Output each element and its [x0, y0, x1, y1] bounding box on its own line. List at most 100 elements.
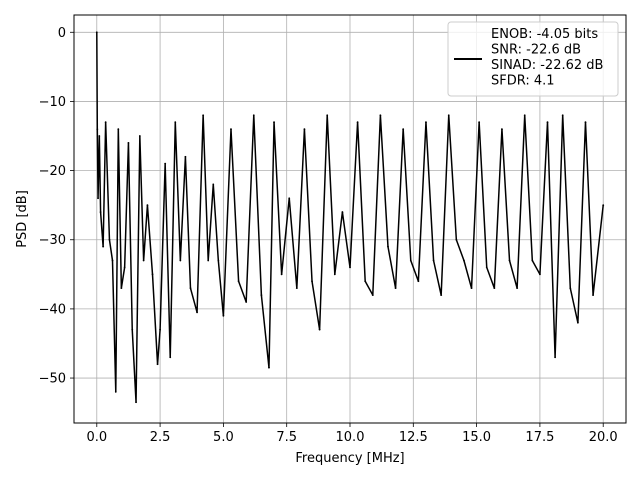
psd-data-point: [207, 259, 210, 262]
psd-data-point: [146, 204, 149, 207]
psd-data-point: [333, 273, 336, 276]
x-tick-label: 15.0: [462, 430, 491, 445]
psd-data-point: [455, 238, 458, 241]
psd-data-point: [470, 287, 473, 290]
psd-data-point: [576, 321, 579, 324]
psd-data-point: [97, 197, 99, 200]
x-tick-label: 5.0: [213, 430, 234, 445]
psd-data-point: [584, 121, 587, 124]
psd-data-point: [516, 287, 519, 290]
psd-data-point: [531, 259, 534, 262]
legend-sinad: SINAD: -22.62 dB: [491, 58, 603, 73]
legend-snr: SNR: -22.6 dB: [491, 43, 581, 58]
psd-data-point: [196, 311, 198, 314]
psd-data-point: [217, 259, 220, 262]
psd-data-point: [99, 211, 102, 213]
x-tick-label: 7.5: [276, 430, 297, 445]
psd-data-point: [169, 356, 172, 359]
psd-data-point: [164, 162, 167, 165]
psd-data-point: [561, 114, 564, 117]
psd-data-point: [417, 280, 420, 283]
psd-data-point: [179, 259, 182, 262]
psd-data-point: [102, 245, 105, 248]
psd-data-point: [95, 31, 98, 34]
psd-data-point: [96, 128, 99, 131]
psd-data-point: [260, 294, 263, 296]
psd-data-point: [387, 245, 389, 248]
psd-data-point: [485, 266, 488, 269]
psd-data-point: [523, 114, 526, 117]
y-tick-label: −30: [39, 233, 66, 248]
psd-data-point: [222, 314, 225, 317]
psd-data-point: [501, 128, 503, 131]
psd-data-point: [135, 401, 137, 404]
psd-data-point: [447, 114, 450, 117]
psd-data-point: [440, 294, 443, 296]
y-axis: 0 −10 −20 −30 −40 −50: [39, 26, 74, 387]
psd-data-point: [138, 135, 141, 137]
x-tick-label: 10.0: [336, 430, 365, 445]
x-axis-label: Frequency [MHz]: [295, 451, 404, 466]
psd-data-point: [280, 273, 283, 276]
psd-data-point: [554, 356, 556, 359]
x-tick-label: 17.5: [525, 430, 554, 445]
psd-data-point: [402, 128, 405, 131]
legend-sfdr: SFDR: 4.1: [491, 74, 555, 89]
x-axis: 0.0 2.5 5.0 7.5 10.0 12.5 15.0 17.5 20.0: [86, 423, 618, 445]
psd-data-point: [409, 259, 412, 262]
psd-data-point: [539, 273, 541, 276]
psd-data-point: [184, 155, 187, 158]
psd-data-point: [592, 294, 594, 296]
psd-data-point: [268, 366, 270, 369]
psd-data-point: [356, 121, 359, 124]
psd-data-point: [432, 259, 435, 262]
psd-data-point: [120, 287, 123, 290]
psd-data-point: [230, 128, 232, 131]
psd-data-point: [508, 259, 511, 262]
psd-data-point: [174, 121, 177, 124]
psd-data-point: [569, 287, 572, 290]
y-tick-label: −10: [39, 95, 66, 110]
psd-data-point: [212, 183, 215, 186]
psd-data-point: [114, 390, 117, 393]
plot-area: [95, 31, 605, 404]
psd-data-point: [394, 287, 397, 290]
psd-data-point: [108, 238, 111, 241]
y-tick-label: −40: [39, 302, 66, 317]
legend: ENOB: -4.05 bits SNR: -22.6 dB SINAD: -2…: [447, 21, 619, 97]
psd-data-point: [245, 301, 248, 303]
psd-data-point: [288, 197, 291, 200]
psd-data-point: [463, 259, 465, 262]
psd-data-point: [425, 121, 427, 124]
psd-data-point: [159, 328, 161, 331]
y-tick-label: −20: [39, 164, 66, 179]
psd-data-point: [117, 128, 120, 131]
x-tick-label: 20.0: [589, 430, 618, 445]
psd-data-point: [111, 259, 114, 262]
psd-data-point: [131, 328, 134, 331]
psd-data-point: [371, 294, 374, 296]
psd-data-point: [546, 121, 549, 124]
x-tick-label: 0.0: [86, 430, 107, 445]
psd-data-point: [273, 121, 275, 124]
y-tick-label: 0: [58, 26, 66, 41]
y-axis-label: PSD [dB]: [15, 190, 30, 248]
y-tick-label: −50: [39, 372, 66, 387]
psd-data-point: [142, 259, 145, 262]
x-tick-label: 12.5: [399, 430, 428, 445]
legend-enob: ENOB: -4.05 bits: [491, 27, 598, 42]
psd-data-point: [237, 280, 240, 283]
psd-series-line: [96, 32, 604, 403]
psd-data-point: [602, 204, 605, 207]
psd-data-point: [341, 211, 344, 213]
psd-data-point: [493, 287, 496, 290]
psd-data-point: [189, 287, 192, 290]
psd-data-point: [151, 273, 154, 276]
psd-data-point: [123, 266, 126, 269]
psd-data-point: [104, 121, 107, 124]
psd-data-point: [127, 142, 130, 144]
psd-data-point: [478, 121, 481, 124]
legend-box: [447, 21, 619, 97]
psd-data-point: [156, 363, 159, 366]
